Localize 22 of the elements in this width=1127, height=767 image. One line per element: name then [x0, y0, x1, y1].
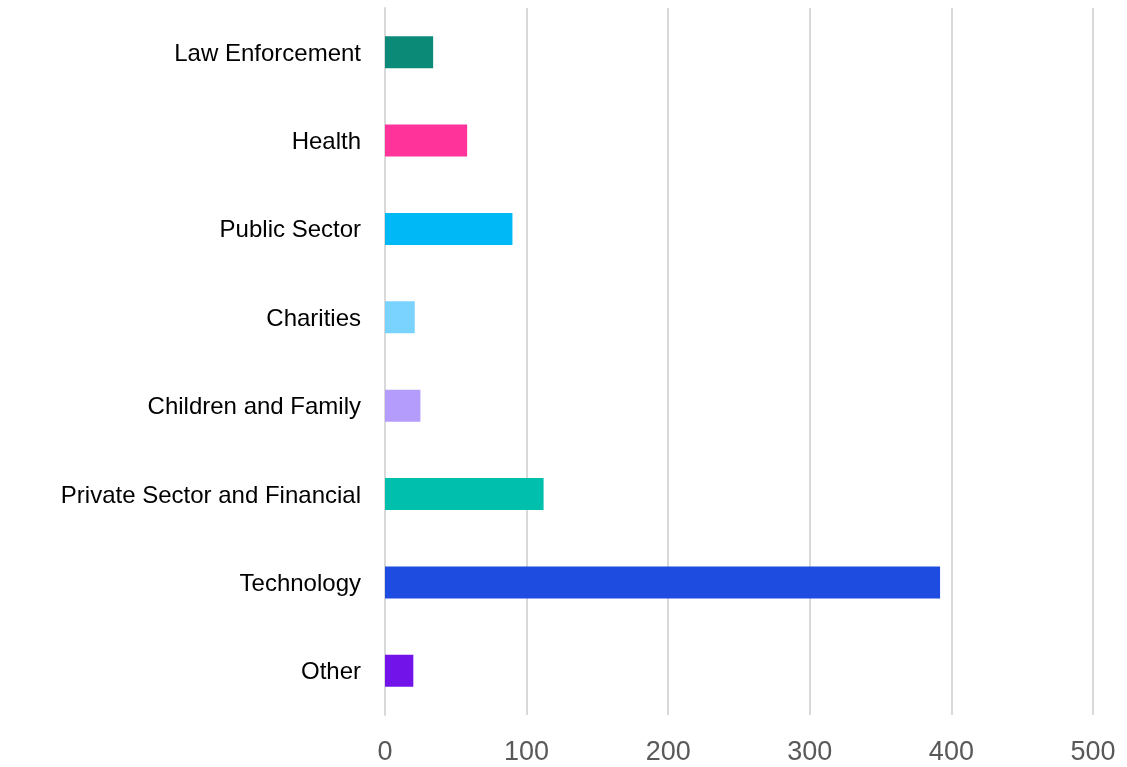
bar	[385, 36, 434, 69]
bar	[385, 478, 544, 511]
y-tick-label: Charities	[266, 303, 361, 331]
bar	[385, 212, 513, 245]
y-tick-label: Technology	[239, 568, 361, 596]
bar	[385, 124, 468, 157]
x-tick-label: 0	[377, 735, 393, 766]
bar	[385, 301, 415, 334]
bar	[385, 566, 941, 599]
y-tick-label: Children and Family	[147, 392, 361, 420]
x-tick-label: 500	[1070, 735, 1116, 766]
x-tick-label: 300	[787, 735, 833, 766]
y-tick-label: Health	[291, 127, 361, 155]
y-tick-label: Public Sector	[219, 215, 361, 243]
x-tick-label: 400	[928, 735, 974, 766]
y-tick-label: Private Sector and Financial	[60, 480, 361, 508]
bar	[385, 389, 421, 422]
bar	[385, 654, 414, 687]
x-tick-label: 100	[504, 735, 550, 766]
y-tick-label: Other	[300, 657, 361, 685]
x-tick-label: 200	[645, 735, 691, 766]
y-tick-label: Law Enforcement	[174, 38, 362, 66]
